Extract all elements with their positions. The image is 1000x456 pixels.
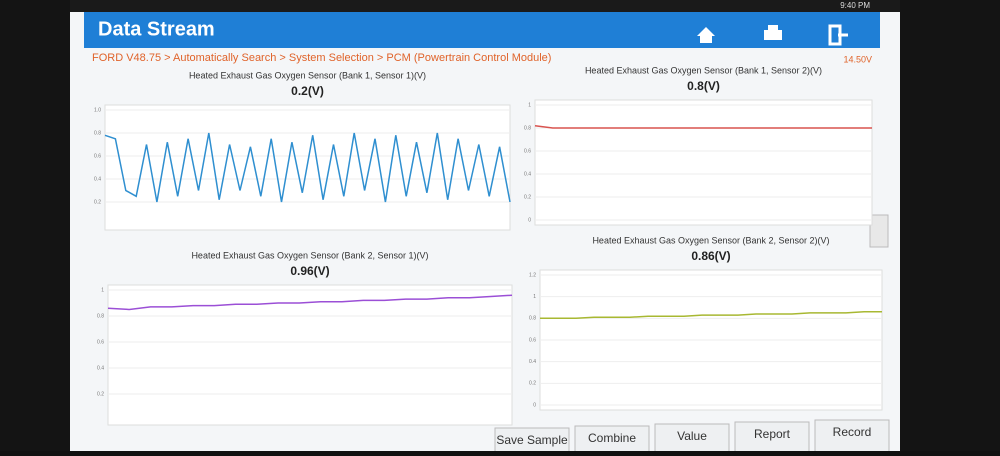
y-tick-label: 0.6	[529, 337, 536, 343]
sensor-line	[107, 294, 513, 311]
status-time: 9:40 PM	[840, 1, 870, 10]
print-button[interactable]	[764, 25, 782, 40]
chart-value: 0.96(V)	[290, 264, 329, 278]
y-tick-label: 0.2	[97, 391, 104, 397]
y-tick-label: 1	[533, 294, 536, 300]
y-tick-label: 0.8	[94, 130, 101, 136]
y-tick-label: 1	[101, 287, 104, 293]
y-tick-label: 0.6	[524, 148, 531, 154]
chart-value: 0.86(V)	[691, 249, 730, 263]
exit-button[interactable]	[828, 24, 848, 46]
button-label: Report	[754, 427, 791, 441]
y-tick-label: 0.6	[97, 339, 104, 345]
y-tick-label: 0	[528, 217, 531, 223]
breadcrumb: FORD V48.75 > Automatically Search > Sys…	[92, 52, 551, 64]
sensor-line	[534, 124, 872, 129]
y-tick-label: 0.4	[94, 176, 101, 182]
header-bar	[84, 12, 880, 48]
sensor-line	[104, 132, 511, 203]
action-button[interactable]	[734, 421, 810, 456]
chart-value: 0.8(V)	[687, 79, 720, 93]
y-tick-label: 1.0	[94, 107, 101, 113]
button-label: Record	[833, 425, 872, 439]
battery-voltage: 14.50V	[843, 54, 872, 64]
plot-area	[107, 284, 513, 426]
button-label: Save Sample	[496, 433, 568, 447]
home-button[interactable]	[697, 27, 715, 43]
action-button[interactable]	[814, 419, 890, 456]
header-title: Data Stream	[98, 18, 215, 40]
print-icon	[764, 30, 782, 40]
chart-title: Heated Exhaust Gas Oxygen Sensor (Bank 2…	[592, 235, 829, 245]
y-tick-label: 0.6	[94, 153, 101, 159]
sensor-line	[540, 311, 882, 320]
y-tick-label: 0.8	[97, 313, 104, 319]
exit-icon	[828, 24, 848, 46]
plot-area	[534, 99, 873, 226]
side-tab[interactable]	[869, 214, 889, 248]
y-tick-label: 0.2	[94, 199, 101, 205]
y-tick-label: 0.8	[529, 316, 536, 322]
status-bar	[70, 0, 900, 12]
y-tick-label: 0.2	[524, 194, 531, 200]
y-tick-label: 1.2	[529, 272, 536, 278]
y-tick-label: 0	[533, 402, 536, 408]
y-tick-label: 1	[528, 102, 531, 108]
button-label: Combine	[588, 431, 636, 445]
button-label: Value	[677, 429, 707, 443]
chart-title: Heated Exhaust Gas Oxygen Sensor (Bank 1…	[585, 65, 822, 75]
chart-title: Heated Exhaust Gas Oxygen Sensor (Bank 1…	[189, 70, 426, 80]
y-tick-label: 0.2	[529, 381, 536, 387]
y-tick-label: 0.4	[529, 359, 536, 365]
y-tick-label: 0.4	[97, 365, 104, 371]
y-tick-label: 0.8	[524, 125, 531, 131]
chart-title: Heated Exhaust Gas Oxygen Sensor (Bank 2…	[191, 250, 428, 260]
y-tick-label: 0.4	[524, 171, 531, 177]
home-icon	[697, 27, 715, 43]
print-icon-top	[768, 25, 778, 30]
chart-value: 0.2(V)	[291, 84, 324, 98]
